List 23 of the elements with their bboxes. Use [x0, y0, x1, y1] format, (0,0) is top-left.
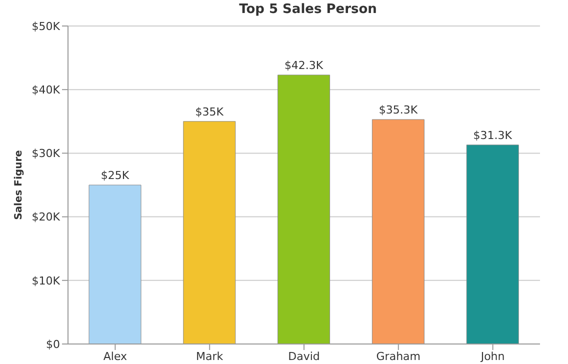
data-label: $42.3K: [284, 58, 324, 72]
y-tick-label: $30K: [32, 147, 61, 160]
y-tick-label: $50K: [32, 20, 61, 33]
chart-title: Top 5 Sales Person: [238, 2, 378, 17]
x-tick-label: Alex: [103, 350, 128, 363]
data-label: $35.3K: [378, 103, 418, 116]
data-label: $35K: [195, 105, 224, 118]
data-label: $25K: [100, 169, 130, 182]
y-tick-label: $20K: [32, 210, 61, 224]
bar: [183, 121, 236, 344]
y-tick-label: $0: [46, 338, 60, 351]
bar: [466, 144, 519, 344]
x-tick-label: Mark: [196, 350, 224, 363]
x-tick-label: John: [480, 350, 505, 363]
data-label: $31.3K: [473, 128, 513, 142]
y-tick-label: $40K: [32, 84, 61, 97]
x-tick-label: Graham: [376, 350, 421, 363]
y-tick-label: $10K: [32, 274, 61, 288]
x-tick-label: David: [288, 350, 320, 363]
y-axis-title: Sales Figure: [14, 150, 25, 220]
bar: [278, 74, 330, 344]
bar: [372, 119, 424, 344]
bar: [88, 184, 142, 344]
